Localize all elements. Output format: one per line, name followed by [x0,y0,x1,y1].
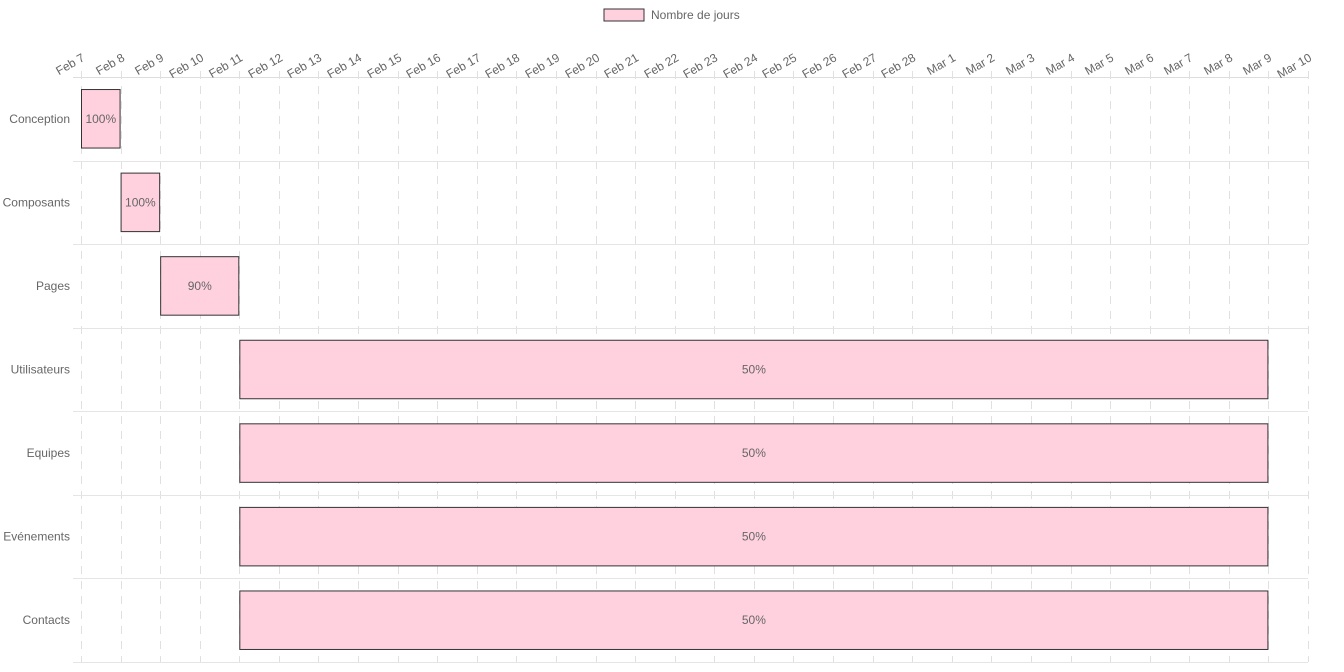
x-tick-label: Mar 4 [1043,50,1077,78]
y-tick-label: Utilisateurs [11,363,70,377]
bar-contacts [239,590,1269,650]
y-tick-label: Conception [9,112,70,126]
grid-layer [73,71,1309,663]
y-axis-tick-labels: Conception Composants Pages Utilisateurs Equ… [3,112,70,627]
x-tick-label: Mar 9 [1240,50,1274,78]
bar-equipes [239,423,1269,483]
y-tick-label: Contacts [23,613,70,627]
x-tick-label: Feb 9 [132,50,166,78]
legend-swatch [603,8,645,22]
x-tick-label: Feb 7 [53,50,87,78]
bar-label: 50% [742,363,766,377]
y-tick-label: Equipes [27,446,70,460]
bar-composants [120,172,161,233]
y-tick-label: Pages [36,279,70,293]
bar-label: 100% [85,112,116,126]
bar-pages [160,256,240,316]
x-tick-label: Feb 8 [93,50,127,78]
x-tick-label: Mar 8 [1201,50,1235,78]
bar-label: 50% [742,446,766,460]
x-tick-label: Mar 3 [1003,50,1037,78]
x-tick-label: Mar 2 [963,50,997,78]
bar-evénements [239,506,1269,567]
x-tick-label: Mar 6 [1122,50,1156,78]
y-tick-label: Composants [3,195,70,209]
x-tick-label: Mar 7 [1161,50,1195,78]
bar-label: 100% [125,195,156,209]
bar-label: 50% [742,530,766,544]
bar-utilisateurs [239,339,1269,400]
bars: 100% 100% 90% 50% 50% 50% 50% [81,89,1269,650]
legend-label: Nombre de jours [651,8,740,22]
x-tick-label: Mar 1 [924,50,958,78]
x-tick-label: Mar 5 [1082,50,1116,78]
x-axis-tick-labels: Feb 7 Feb 8 Feb 9 Feb 10 Feb 11 Feb 12 Feb 13 F… [53,50,1314,81]
y-tick-label: Evénements [3,530,70,544]
bar-label: 50% [742,613,766,627]
bar-conception [81,89,121,149]
legend: Nombre de jours [603,8,740,22]
bar-label: 90% [188,279,212,293]
